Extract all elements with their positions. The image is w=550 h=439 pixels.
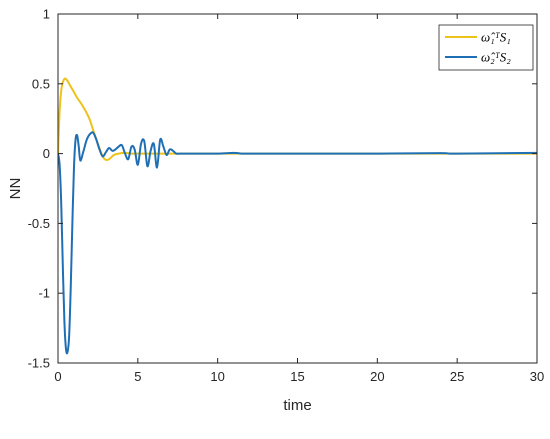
- y-tick-label: -1: [38, 286, 50, 301]
- x-tick-label: 30: [530, 369, 544, 384]
- y-tick-label: 0: [43, 146, 50, 161]
- legend-label-2: ω̂₂ᵀS₂: [481, 50, 511, 65]
- x-tick-label: 10: [210, 369, 224, 384]
- y-tick-label: -0.5: [28, 216, 50, 231]
- x-tick-label: 25: [450, 369, 464, 384]
- x-tick-label: 5: [134, 369, 141, 384]
- series-line-2: [58, 131, 537, 355]
- x-tick-label: 0: [54, 369, 61, 384]
- ticks-layer: 0 5 10 15 20 25 30 -1.5 -1 -0.5 0 0.5 1: [28, 7, 545, 385]
- plot-area: [58, 14, 537, 363]
- legend-box: [438, 24, 534, 71]
- legend-label-1: ω̂₁ᵀS₁: [481, 30, 511, 45]
- x-tick-label: 15: [290, 369, 304, 384]
- x-tick-label: 20: [370, 369, 384, 384]
- y-tick-label: 0.5: [32, 76, 50, 91]
- y-axis-label: NN: [7, 178, 24, 200]
- y-tick-label: 1: [43, 7, 50, 22]
- legend: ω̂₁ᵀS₁ ω̂₂ᵀS₂: [438, 24, 534, 71]
- y-tick-label: -1.5: [28, 356, 50, 371]
- series-layer: [58, 77, 537, 355]
- x-axis-label: time: [283, 397, 311, 414]
